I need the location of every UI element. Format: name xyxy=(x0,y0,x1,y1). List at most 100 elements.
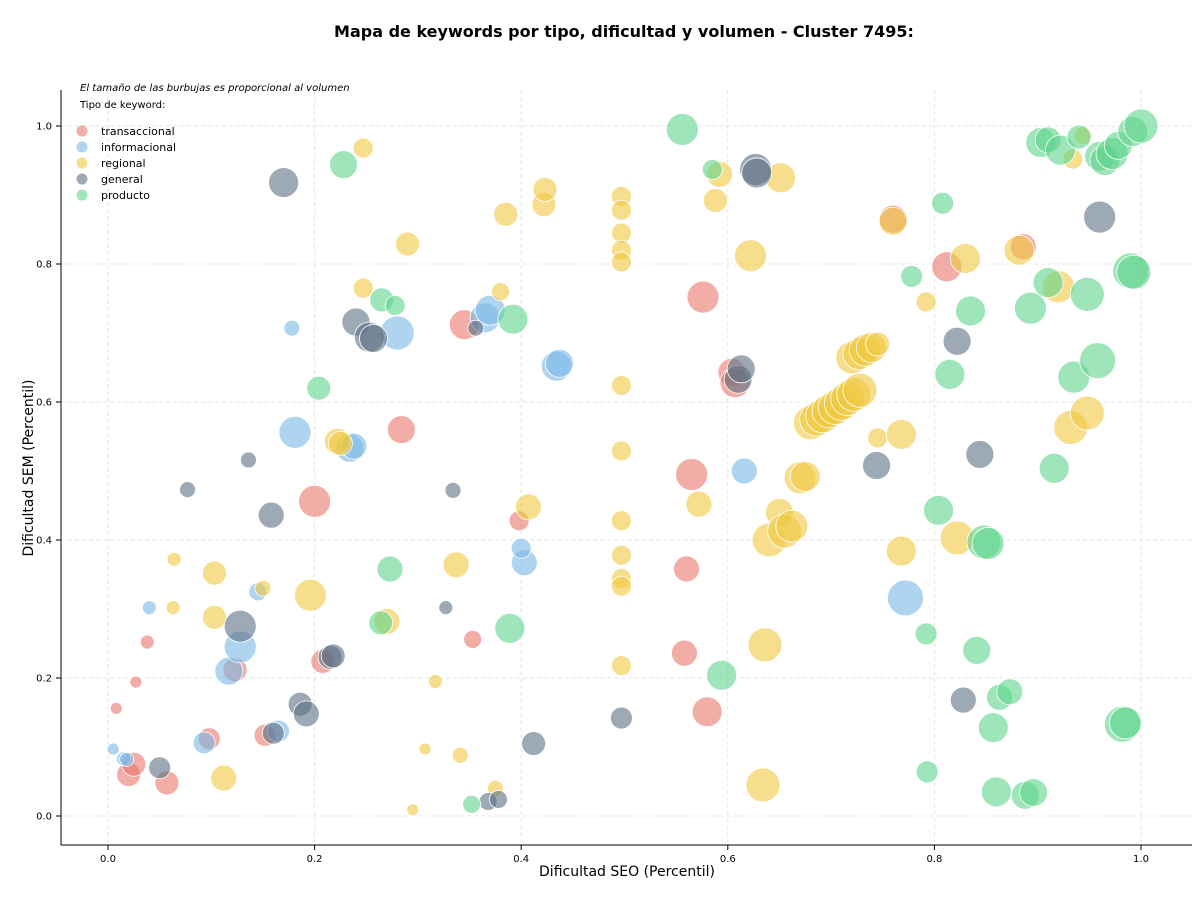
bubble-regional xyxy=(878,206,908,236)
bubble-regional xyxy=(611,575,632,597)
bubble-regional xyxy=(210,764,238,792)
bubble-regional xyxy=(1069,395,1105,431)
y-axis-label: Dificultad SEM (Percentil) xyxy=(21,380,37,557)
bubble-regional xyxy=(418,742,432,756)
bubble-producto xyxy=(306,375,332,401)
bubble-transaccional xyxy=(139,634,155,650)
bubble-producto xyxy=(665,113,699,146)
bubble-regional xyxy=(352,137,374,159)
bubble-regional xyxy=(166,551,182,567)
y-tick-label: 0.8 xyxy=(36,260,52,271)
bubble-informacional xyxy=(119,752,134,767)
legend-marker-transaccional xyxy=(76,125,88,137)
bubble-regional xyxy=(352,277,374,299)
bubble-producto xyxy=(900,265,924,288)
bubble-general xyxy=(359,324,388,353)
bubble-regional xyxy=(685,490,713,518)
bubble-regional xyxy=(428,674,443,689)
bubble-producto xyxy=(1066,124,1092,150)
x-tick-label: 0.0 xyxy=(100,854,116,865)
bubble-regional xyxy=(294,578,327,612)
bubble-regional xyxy=(867,427,888,449)
bubble-producto xyxy=(1045,134,1076,166)
bubble-regional xyxy=(254,579,272,597)
bubble-general xyxy=(444,481,462,499)
bubble-transaccional xyxy=(298,484,332,518)
bubble-general xyxy=(521,731,546,756)
bubble-producto xyxy=(971,527,1005,560)
legend-marker-producto xyxy=(76,189,88,201)
bubbles xyxy=(106,108,1159,817)
bubble-producto xyxy=(1116,254,1152,290)
bubble-producto xyxy=(1109,706,1142,740)
legend-marker-general xyxy=(76,173,88,185)
bubble-general xyxy=(467,319,485,337)
bubble-regional xyxy=(201,604,227,630)
bubble-general xyxy=(257,501,285,529)
bubble-producto xyxy=(376,555,404,583)
bubble-producto xyxy=(915,760,939,784)
bubble-producto xyxy=(494,612,526,644)
bubble-regional xyxy=(915,291,937,313)
series-transaccional xyxy=(109,204,1037,796)
bubble-transaccional xyxy=(671,639,698,667)
bubble-general xyxy=(726,354,756,384)
bubble-regional xyxy=(611,510,632,532)
bubble-regional xyxy=(165,600,181,616)
bubble-general xyxy=(949,686,977,714)
series-general xyxy=(148,153,1117,811)
bubble-general xyxy=(268,167,300,198)
bubble-general xyxy=(292,700,320,728)
bubble-transaccional xyxy=(463,629,483,649)
bubble-producto xyxy=(996,678,1024,706)
bubble-transaccional xyxy=(386,415,416,445)
bubble-transaccional xyxy=(673,555,700,583)
bubble-producto xyxy=(1014,291,1047,325)
bubble-regional xyxy=(747,627,783,663)
bubble-regional xyxy=(775,509,809,543)
x-tick-label: 0.4 xyxy=(513,854,529,865)
bubble-regional xyxy=(703,188,728,213)
bubble-producto xyxy=(1123,108,1159,144)
bubble-producto xyxy=(1069,276,1105,312)
bubble-producto xyxy=(384,294,406,316)
bubble-general xyxy=(610,706,633,730)
legend-items: transaccional informacional regional genera… xyxy=(76,125,176,202)
bubble-regional xyxy=(406,803,420,817)
bubble-producto xyxy=(1032,267,1064,299)
y-tick-label: 1.0 xyxy=(36,122,52,133)
x-tick-label: 1.0 xyxy=(1133,854,1149,865)
bubble-general xyxy=(179,481,196,499)
bubble-informacional xyxy=(887,579,924,617)
bubble-general xyxy=(223,609,257,643)
bubble-informacional xyxy=(192,731,216,755)
bubble-regional xyxy=(611,375,632,396)
bubble-regional xyxy=(734,239,767,273)
bubble-transaccional xyxy=(129,675,143,689)
y-ticks: 0.0 0.2 0.4 0.6 0.8 1.0 xyxy=(36,122,61,823)
bubble-regional xyxy=(789,461,821,492)
x-tick-label: 0.8 xyxy=(926,854,942,865)
bubble-general xyxy=(965,440,995,469)
bubble-regional xyxy=(451,746,469,764)
bubble-regional xyxy=(442,551,470,579)
bubble-regional xyxy=(515,493,542,521)
bubble-producto xyxy=(329,150,358,180)
bubble-regional xyxy=(1003,234,1035,266)
bubble-general xyxy=(240,451,257,469)
legend-marker-regional xyxy=(76,157,88,169)
bubble-regional xyxy=(611,251,632,273)
bubble-general xyxy=(261,721,285,745)
bubble-producto xyxy=(1079,342,1117,380)
bubble-transaccional xyxy=(109,701,123,715)
bubble-general xyxy=(741,157,773,189)
bubble-informacional xyxy=(141,600,157,616)
bubble-regional xyxy=(201,560,227,586)
bubble-producto xyxy=(934,358,966,390)
size-note: El tamaño de las burbujas es proporciona… xyxy=(80,83,350,94)
legend-label-regional: regional xyxy=(101,157,146,170)
bubble-regional xyxy=(885,535,917,567)
bubble-informacional xyxy=(278,415,312,449)
bubble-regional xyxy=(532,177,558,202)
bubble-general xyxy=(942,326,972,356)
